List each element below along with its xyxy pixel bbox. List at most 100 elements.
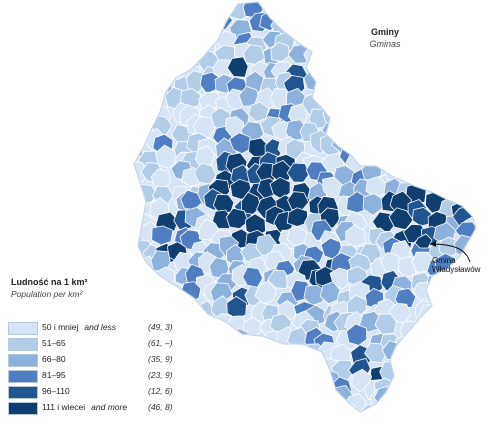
legend-range: 50 i mniej bbox=[42, 322, 79, 332]
gmina-cell bbox=[469, 2, 476, 7]
legend: 50 i mniej and less (49, 3) 51–65 (61, –)… bbox=[8, 320, 198, 416]
gmina-cell bbox=[269, 176, 291, 200]
gmina-cell bbox=[456, 175, 476, 200]
gmina-cell bbox=[106, 124, 129, 143]
gmina-cell bbox=[134, 183, 135, 205]
gmina-cell bbox=[156, 18, 178, 38]
gmina-cell bbox=[170, 2, 190, 8]
gmina-cell bbox=[436, 302, 458, 327]
gmina-cell bbox=[449, 153, 471, 175]
gmina-cell bbox=[215, 326, 237, 348]
gmina-cell bbox=[309, 5, 332, 25]
gmina-cell bbox=[142, 288, 164, 310]
gmina-cell bbox=[427, 283, 449, 305]
gmina-cell bbox=[466, 301, 476, 322]
gmina-cell bbox=[346, 323, 368, 346]
gmina-cell bbox=[363, 2, 386, 4]
gmina-cell bbox=[172, 17, 193, 43]
gmina-cell bbox=[469, 164, 476, 186]
gmina-cell bbox=[195, 11, 217, 33]
gmina-cell bbox=[469, 174, 476, 199]
gmina-cell bbox=[367, 115, 389, 137]
gmina-cell bbox=[455, 68, 476, 93]
gmina-cell bbox=[179, 88, 202, 109]
gmina-cell bbox=[438, 169, 461, 193]
gmina-cell bbox=[293, 388, 314, 412]
gmina-cell bbox=[153, 28, 176, 52]
legend-swatch bbox=[8, 402, 38, 415]
gmina-cell bbox=[223, 340, 247, 361]
legend-title: Ludność na 1 km² Population per km² bbox=[11, 277, 88, 299]
map-title-pl: Gminy bbox=[370, 27, 399, 37]
gmina-cell bbox=[134, 205, 137, 228]
gmina-cell bbox=[262, 408, 285, 412]
gmina-cell bbox=[424, 391, 447, 412]
gmina-cell bbox=[305, 380, 328, 403]
map-title: Gminy Gminas bbox=[355, 27, 415, 49]
gmina-cell bbox=[411, 402, 435, 412]
legend-item: 51–65 (61, –) bbox=[8, 336, 198, 352]
gmina-cell bbox=[134, 270, 147, 291]
gmina-cell bbox=[275, 387, 298, 408]
gmina-cell bbox=[215, 387, 238, 409]
gmina-cell bbox=[349, 92, 369, 115]
gmina-cell bbox=[134, 73, 145, 93]
gmina-cell bbox=[433, 110, 455, 132]
gmina-cell bbox=[229, 371, 251, 394]
gmina-cell bbox=[363, 86, 385, 109]
gmina-cell bbox=[454, 5, 475, 27]
gmina-cell bbox=[313, 393, 336, 412]
gmina-cell bbox=[424, 2, 447, 22]
gmina-cell bbox=[194, 145, 215, 169]
gmina-cell bbox=[293, 5, 316, 26]
gmina-cell bbox=[433, 328, 456, 353]
gmina-cell bbox=[347, 2, 371, 21]
gmina-cell bbox=[413, 77, 436, 100]
gmina-cell bbox=[333, 25, 356, 48]
gmina-cell bbox=[179, 48, 204, 70]
gmina-cell bbox=[465, 109, 476, 133]
legend-range: 66–80 bbox=[42, 354, 66, 364]
legend-swatch bbox=[8, 370, 38, 383]
gmina-cell bbox=[104, 153, 125, 172]
gmina-cell bbox=[331, 107, 357, 130]
gmina-cell bbox=[285, 400, 307, 412]
gmina-cell bbox=[134, 285, 136, 305]
gmina-cell bbox=[340, 117, 361, 141]
legend-count: (46, 8) bbox=[148, 402, 173, 412]
gmina-cell bbox=[248, 101, 269, 122]
gmina-cell bbox=[445, 389, 466, 412]
gmina-cell bbox=[134, 255, 143, 277]
gmina-cell bbox=[135, 73, 157, 96]
gmina-wladyslawow bbox=[414, 233, 433, 249]
gmina-cell bbox=[393, 133, 414, 156]
gmina-cell bbox=[395, 88, 418, 111]
gmina-cell bbox=[219, 343, 241, 365]
legend-item: 81–95 (23, 9) bbox=[8, 368, 198, 384]
gmina-cell bbox=[449, 409, 471, 412]
gmina-cell bbox=[458, 91, 476, 115]
gmina-cell bbox=[150, 2, 172, 13]
gmina-cell bbox=[405, 56, 427, 79]
gmina-cell bbox=[381, 88, 405, 109]
gmina-cell bbox=[453, 64, 476, 86]
gmina-cell bbox=[283, 2, 309, 6]
legend-range-en: and less bbox=[84, 322, 117, 332]
gmina-cell bbox=[274, 356, 295, 378]
gmina-cell bbox=[362, 2, 382, 22]
gmina-cell bbox=[134, 271, 137, 296]
gmina-cell bbox=[439, 359, 462, 382]
gmina-cell bbox=[337, 93, 362, 115]
gmina-cell bbox=[423, 403, 448, 412]
gmina-cell bbox=[451, 14, 474, 36]
gmina-cell bbox=[473, 220, 476, 244]
gmina-cell bbox=[425, 79, 447, 101]
gmina-cell bbox=[105, 106, 126, 127]
gmina-cell bbox=[407, 159, 429, 183]
gmina-cell bbox=[406, 2, 431, 6]
gmina-cell bbox=[405, 130, 431, 153]
gmina-cell bbox=[419, 28, 440, 50]
gmina-cell bbox=[249, 362, 271, 385]
gmina-cell bbox=[378, 106, 401, 129]
gmina-cell bbox=[393, 335, 416, 358]
